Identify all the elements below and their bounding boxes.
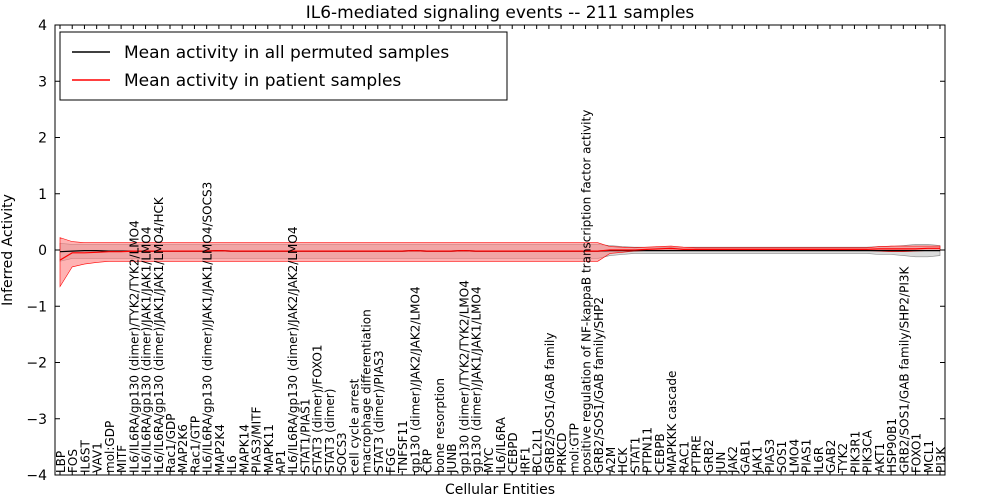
x-tick-label: RAC1 [677, 441, 691, 473]
x-tick-label: IL6/IL6RA/gp130 (dimer)/JAK2/JAK2/LMO4 [286, 227, 300, 473]
x-tick-label: IL6 [225, 455, 239, 473]
x-tick-label: mol:GTP [567, 423, 581, 473]
x-tick-label: IL6/IL6RA/gp130 (dimer)/TYK2/TYK2/LMO4 [127, 220, 141, 473]
y-tick-label: −4 [26, 468, 47, 484]
x-tick-label: CRP [421, 449, 435, 473]
x-tick-label: FOXO1 [910, 433, 924, 473]
y-tick-label: −1 [26, 299, 47, 315]
x-tick-label: IL6/IL6RA/gp130 (dimer)/JAK1/JAK1/LMO4/H… [152, 196, 166, 473]
legend: Mean activity in all permuted samples Me… [59, 31, 508, 101]
x-tick-label: gp130 (dimer)/TYK2/TYK2/LMO4 [457, 280, 471, 473]
x-tick-label: STAT3 (dimer)/PIAS3 [372, 350, 386, 473]
legend-permuted-label: Mean activity in all permuted samples [124, 43, 449, 63]
x-tick-label: HCK [616, 447, 630, 473]
x-tick-label: GRB2/SOS1/GAB family/SHP2/PI3K [897, 265, 911, 473]
x-tick-label: PIAS3 [763, 439, 777, 473]
x-tick-label: GRB2/SOS1/GAB family [543, 333, 557, 474]
legend-box [59, 31, 508, 101]
x-tick-label: SOCS3 [335, 432, 349, 473]
x-tick-label: GAB1 [738, 440, 752, 473]
y-tick-label: 1 [38, 187, 47, 203]
x-tick-label: HSP90B1 [885, 418, 899, 473]
x-tick-label: GRB2 [702, 439, 716, 473]
x-tick-label: PIK3CA [861, 429, 875, 473]
x-tick-label: JAK1 [751, 446, 765, 474]
x-tick-label: SOS1 [775, 441, 789, 473]
x-tick-label: IL6/IL6RA/gp130 (dimer)/JAK1/JAK1/LMO4/S… [201, 182, 215, 473]
x-tick-label: IL6R [812, 447, 826, 473]
x-tick-label: CEBPB [653, 433, 667, 473]
x-tick-label: GRB2/SOS1/GAB family/SHP2 [592, 297, 606, 473]
x-tick-label: GAB2 [824, 440, 838, 473]
y-axis: −4 −3 −2 −1 0 1 2 3 4 [26, 18, 945, 484]
y-tick-label: 0 [38, 243, 47, 259]
x-tick-label: MAP2K6 [176, 424, 190, 473]
x-tick-label: PRKCD [555, 433, 569, 473]
x-tick-label: positive regulation of NF-kappaB transcr… [580, 110, 594, 473]
x-tick-label: MCL1 [922, 440, 936, 473]
x-tick-label: bone resorption [433, 378, 447, 473]
x-tick-label: Rac1/GTP [188, 416, 202, 473]
x-tick-label: STAT3 (dimer) [323, 389, 337, 473]
x-axis-label: Cellular Entities [445, 482, 555, 498]
legend-patient-label: Mean activity in patient samples [124, 71, 401, 91]
x-tick-label: TNFSF11 [396, 420, 410, 474]
x-tick-label: PIAS3/MITF [250, 406, 264, 473]
x-axis: LBPFOSIL6STVAV1mol:GDPMITFIL6/IL6RA/gp13… [54, 25, 948, 475]
x-tick-label: AP1 [274, 450, 288, 473]
x-tick-label: cell cycle arrest [347, 378, 361, 473]
x-tick-label: STAT1 [628, 437, 642, 473]
x-tick-label: gp130 (dimer)/JAK1/JAK1/LMO4 [470, 286, 484, 473]
x-tick-label: A2M [604, 447, 618, 473]
x-tick-label: gp130 (dimer)/JAK2/JAK2/LMO4 [408, 286, 422, 473]
x-tick-label: PTPRE [690, 435, 704, 473]
x-tick-label: FOS [66, 449, 80, 473]
x-tick-label: MITF [115, 445, 129, 473]
x-tick-label: Rac1/GDP [164, 414, 178, 473]
x-tick-label: mol:GDP [103, 421, 117, 473]
x-tick-label: PIAS1 [800, 439, 814, 473]
x-tick-label: PIK3R1 [848, 431, 862, 473]
y-tick-label: −3 [26, 412, 47, 428]
x-tick-label: JUNB [445, 443, 459, 474]
x-tick-label: PTPN11 [641, 427, 655, 473]
x-tick-label: TYK2 [836, 443, 850, 474]
patient-series-line [59, 247, 940, 261]
y-tick-label: −2 [26, 356, 47, 372]
y-tick-label: 4 [38, 18, 47, 34]
x-tick-label: macrophage differentiation [360, 309, 374, 473]
y-axis-label: Inferred Activity [0, 194, 16, 306]
x-tick-label: MAPK14 [237, 424, 251, 473]
x-tick-label: MAPK11 [262, 424, 276, 473]
x-tick-label: VAV1 [91, 442, 105, 473]
x-tick-label: JAK2 [726, 446, 740, 474]
x-tick-label: LBP [54, 451, 68, 473]
chart-title: IL6-mediated signaling events -- 211 sam… [306, 3, 695, 23]
x-tick-label: BCL2L1 [531, 428, 545, 473]
x-tick-label: IL6ST [78, 440, 92, 473]
x-tick-label: CEBPD [506, 432, 520, 473]
x-tick-label: MYC [482, 448, 496, 473]
x-tick-label: JUN [714, 452, 728, 474]
x-tick-label: MAPKKK cascade [665, 371, 679, 473]
plot-area [59, 237, 941, 288]
x-tick-label: STAT3 (dimer)/FOXO1 [311, 344, 325, 473]
x-tick-label: FGG [384, 448, 398, 474]
x-tick-label: MAP2K4 [213, 424, 227, 473]
y-tick-label: 2 [38, 131, 47, 147]
x-tick-label: IL6/IL6RA [494, 416, 508, 473]
x-tick-label: IRF1 [518, 447, 532, 473]
x-tick-label: STAT1/PIAS1 [298, 398, 312, 473]
x-tick-label: AKT1 [873, 443, 887, 473]
y-tick-label: 3 [38, 74, 47, 90]
x-tick-label: LMO4 [787, 439, 801, 473]
x-tick-label: PI3K [934, 446, 948, 473]
x-tick-label: IL6/IL6RA/gp130 (dimer)/JAK1/JAK1/LMO4 [140, 227, 154, 473]
